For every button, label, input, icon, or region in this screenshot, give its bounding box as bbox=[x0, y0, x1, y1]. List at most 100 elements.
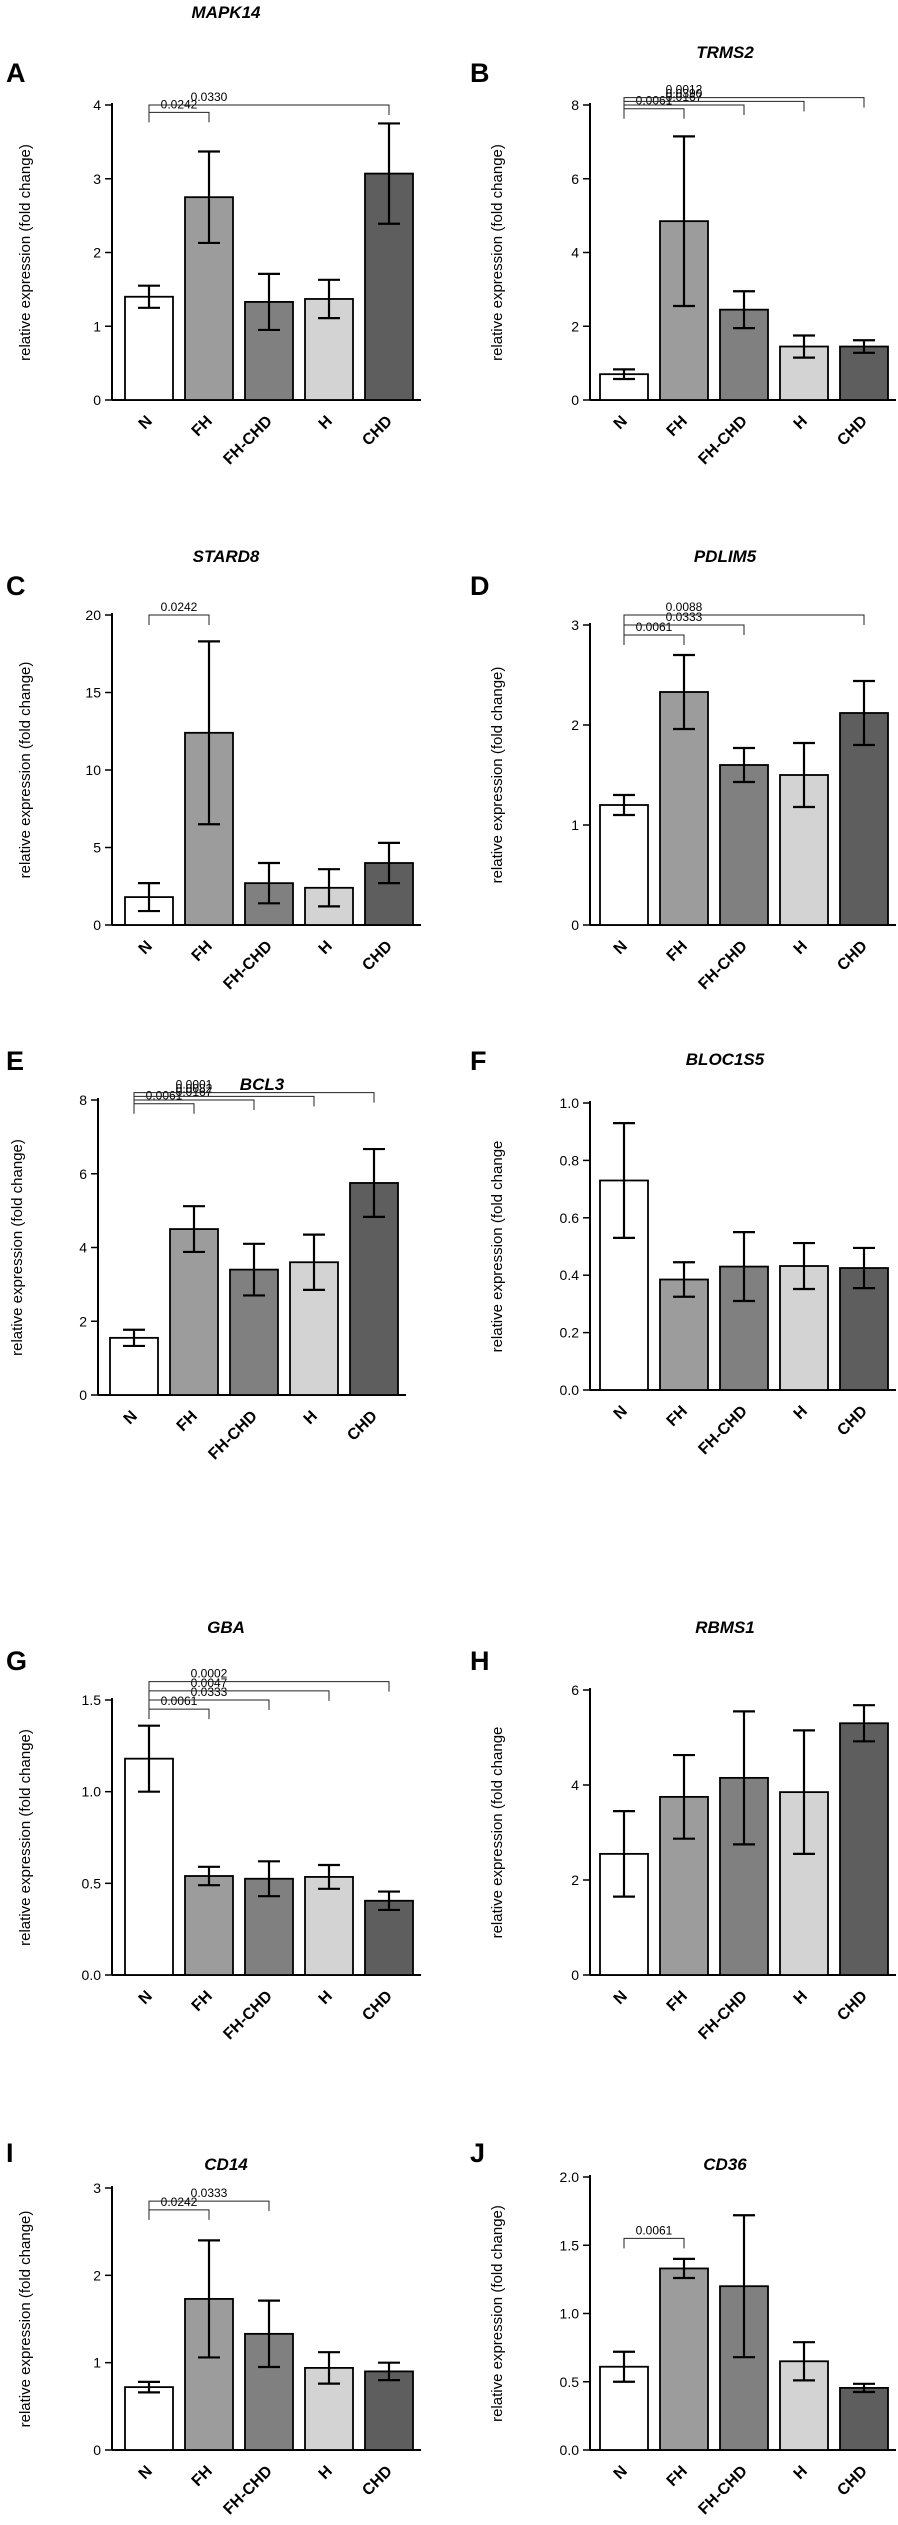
significance-label: 0.0082 bbox=[176, 1081, 213, 1095]
significance-label: 0.0088 bbox=[666, 600, 703, 614]
significance-label: 0.0061 bbox=[636, 2223, 673, 2237]
x-tick-label: H bbox=[791, 2463, 811, 2483]
y-tick-label: 4 bbox=[571, 1777, 579, 1793]
y-tick-label: 0.8 bbox=[560, 1152, 580, 1168]
panel-letter: E bbox=[6, 1046, 24, 1076]
y-axis-label: relative expression (fold change) bbox=[489, 2205, 506, 2422]
x-tick-label: CHD bbox=[359, 1988, 396, 2025]
y-tick-label: 8 bbox=[571, 97, 579, 113]
y-tick-label: 0 bbox=[79, 1387, 87, 1403]
y-tick-label: 1.0 bbox=[82, 1784, 102, 1800]
bar-n bbox=[124, 295, 174, 401]
x-tick-label: CHD bbox=[359, 2463, 396, 2500]
chart-title: GBA bbox=[207, 1618, 245, 1637]
x-tick-label: CHD bbox=[834, 413, 871, 450]
significance-bracket bbox=[623, 108, 685, 119]
y-axis-label: relative expression (fold change) bbox=[9, 1139, 26, 1356]
x-tick-label: FH bbox=[664, 1988, 691, 2015]
y-axis-label: relative expression (fold change) bbox=[17, 662, 34, 879]
panel-i: I CD14 relative expression (fold change) 0 1… bbox=[6, 2138, 421, 2518]
y-tick-label: 1.0 bbox=[560, 1095, 580, 1111]
x-tick-label: CHD bbox=[834, 1403, 871, 1440]
y-tick-label: 1 bbox=[571, 817, 579, 833]
bar-fh bbox=[169, 1228, 219, 1396]
significance-bracket bbox=[133, 1092, 375, 1103]
y-axis-label: relative expression (fold change) bbox=[489, 144, 506, 361]
y-tick-label: 6 bbox=[571, 171, 579, 187]
significance-label: 0.0242 bbox=[161, 97, 198, 111]
y-tick-label: 2 bbox=[79, 1313, 87, 1329]
y-axis-label: relative expression (fold change) bbox=[17, 2211, 34, 2428]
significance-label: 0.0333 bbox=[191, 1685, 228, 1699]
x-tick-label: N bbox=[121, 1408, 141, 1428]
significance-bracket bbox=[148, 104, 390, 115]
x-tick-label: FH bbox=[189, 413, 216, 440]
bar-n bbox=[124, 2386, 174, 2451]
bar-chd bbox=[839, 1722, 889, 1976]
panel-e: E BCL3 relative expression (fold change) 0 2… bbox=[6, 1046, 406, 1463]
x-tick-label: FH bbox=[664, 938, 691, 965]
significance-label: 0.0242 bbox=[161, 600, 198, 614]
significance-label: 0.0167 bbox=[176, 1085, 213, 1099]
panel-letter: H bbox=[470, 1646, 490, 1676]
y-tick-label: 20 bbox=[85, 607, 101, 623]
y-tick-label: 1.5 bbox=[560, 2237, 580, 2253]
significance-label: 0.0061 bbox=[161, 1694, 198, 1708]
significance-bracket bbox=[623, 624, 745, 635]
y-tick-label: 6 bbox=[79, 1166, 87, 1182]
panel-a: A MAPK14 relative expression (fold change)… bbox=[6, 3, 421, 468]
x-tick-label: N bbox=[611, 1988, 631, 2008]
panel-b: B TRMS2 relative expression (fold change) 0… bbox=[470, 43, 896, 468]
x-tick-label: H bbox=[316, 2463, 336, 2483]
x-tick-label: CHD bbox=[344, 1408, 381, 1445]
x-tick-label: N bbox=[136, 1988, 156, 2008]
y-tick-label: 3 bbox=[93, 171, 101, 187]
panel-letter: A bbox=[6, 58, 26, 88]
bar-fh-chd bbox=[244, 301, 294, 401]
y-tick-label: 10 bbox=[85, 762, 101, 778]
y-axis-label: relative expression (fold change) bbox=[17, 1729, 34, 1946]
significance-label: 0.0012 bbox=[666, 83, 703, 97]
y-tick-label: 2 bbox=[571, 1872, 579, 1888]
x-tick-label: FH bbox=[189, 2463, 216, 2490]
y-tick-label: 0 bbox=[93, 392, 101, 408]
significance-label: 0.0047 bbox=[191, 1676, 228, 1690]
x-tick-label: N bbox=[611, 2463, 631, 2483]
x-tick-label: FH-CHD bbox=[695, 413, 750, 468]
significance-bracket bbox=[148, 1699, 270, 1710]
y-tick-label: 0 bbox=[93, 2442, 101, 2458]
y-tick-label: 3 bbox=[571, 617, 579, 633]
y-tick-label: 5 bbox=[93, 840, 101, 856]
y-tick-label: 1.5 bbox=[82, 1692, 102, 1708]
x-tick-label: FH bbox=[189, 938, 216, 965]
x-tick-label: FH bbox=[664, 2463, 691, 2490]
chart-title: TRMS2 bbox=[696, 43, 754, 62]
y-tick-label: 2 bbox=[93, 245, 101, 261]
bar-chd bbox=[839, 345, 889, 401]
bar-h bbox=[304, 298, 354, 401]
significance-label: 0.0242 bbox=[161, 2195, 198, 2209]
y-tick-label: 2 bbox=[93, 2267, 101, 2283]
x-tick-label: FH-CHD bbox=[695, 1988, 750, 2043]
x-tick-label: H bbox=[791, 938, 811, 958]
bar-n bbox=[124, 1757, 174, 1976]
panel-d: D PDLIM5 relative expression (fold change)… bbox=[470, 547, 896, 993]
y-tick-label: 0.2 bbox=[560, 1325, 580, 1341]
x-tick-label: FH bbox=[174, 1408, 201, 1435]
chart-title: MAPK14 bbox=[192, 3, 262, 22]
significance-label: 0.0330 bbox=[191, 90, 228, 104]
y-tick-label: 4 bbox=[79, 1240, 87, 1256]
y-tick-label: 0 bbox=[571, 917, 579, 933]
chart-title: CD14 bbox=[204, 2155, 248, 2174]
y-tick-label: 0 bbox=[571, 1967, 579, 1983]
x-tick-label: N bbox=[136, 938, 156, 958]
y-tick-label: 0.4 bbox=[560, 1267, 580, 1283]
significance-bracket bbox=[148, 2209, 210, 2220]
y-tick-label: 6 bbox=[571, 1682, 579, 1698]
x-tick-label: FH-CHD bbox=[695, 938, 750, 993]
significance-bracket bbox=[148, 614, 210, 625]
chart-title: PDLIM5 bbox=[694, 547, 757, 566]
y-tick-label: 8 bbox=[79, 1092, 87, 1108]
significance-bracket bbox=[148, 2200, 270, 2212]
chart-title: RBMS1 bbox=[695, 1618, 755, 1637]
